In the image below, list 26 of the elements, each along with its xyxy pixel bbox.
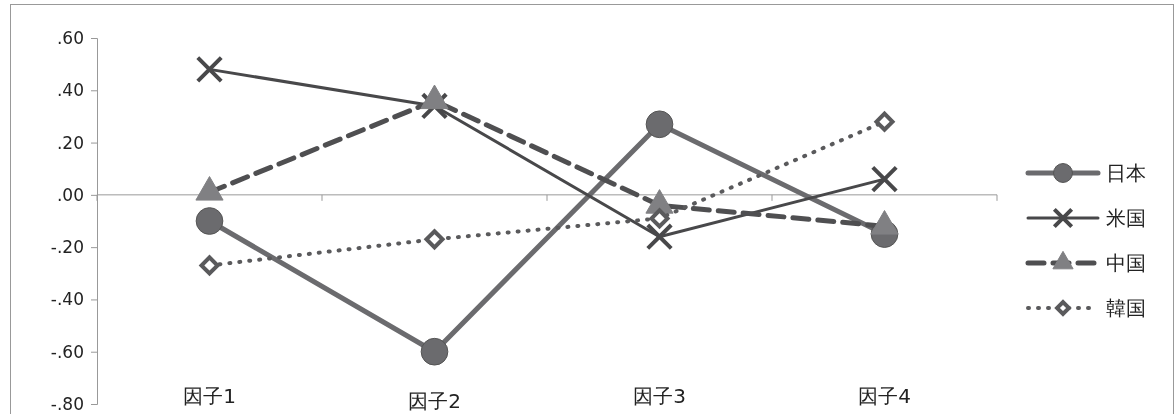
point bbox=[195, 207, 224, 235]
point bbox=[420, 337, 449, 366]
point bbox=[424, 229, 445, 250]
x-tick-label: 因子2 bbox=[408, 389, 461, 413]
y-tick-label: .20 bbox=[56, 132, 84, 153]
x-tick-label: 因子1 bbox=[183, 384, 236, 408]
legend-label: 日本 bbox=[1106, 161, 1146, 185]
y-tick-label: .00 bbox=[56, 184, 84, 205]
point bbox=[645, 222, 674, 251]
point bbox=[870, 165, 899, 193]
point bbox=[199, 255, 220, 276]
legend-label: 中国 bbox=[1106, 251, 1146, 275]
point bbox=[645, 110, 674, 139]
y-tick-label: -.40 bbox=[50, 289, 84, 310]
y-tick-label: .60 bbox=[56, 27, 84, 48]
point bbox=[195, 55, 224, 84]
x-tick-label: 因子4 bbox=[858, 384, 911, 408]
point bbox=[649, 208, 670, 229]
y-tick-label: -.80 bbox=[50, 393, 84, 414]
legend-label: 韓国 bbox=[1106, 296, 1146, 320]
y-tick-label: -.60 bbox=[50, 341, 84, 362]
y-tick-label: -.20 bbox=[50, 237, 84, 258]
legend-label: 米国 bbox=[1106, 206, 1146, 230]
point bbox=[874, 111, 895, 132]
y-tick-label: .40 bbox=[56, 80, 84, 101]
x-tick-label: 因子3 bbox=[633, 384, 686, 408]
